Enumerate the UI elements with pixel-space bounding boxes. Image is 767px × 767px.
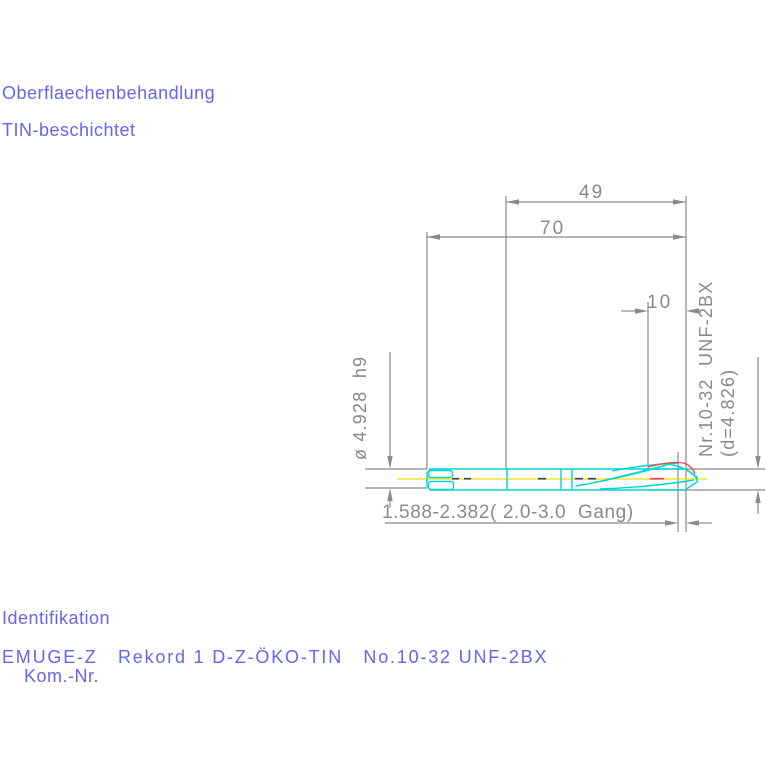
dim-label-shank-diameter: ø 4.928 h9 [350, 355, 370, 460]
surface-treatment-value: TIN-beschichtet [2, 120, 136, 140]
dim-label-49: 49 [579, 182, 605, 203]
dim-label-thread-designation: Nr.10-32 UNF-2BX [696, 280, 716, 457]
dim-label-10: 10 [647, 292, 673, 313]
identification-kom-nr: Kom.-Nr. [24, 666, 100, 686]
dimension-line-70 [427, 234, 686, 240]
dim-label-pitch-range: 1.588-2.382( 2.0-3.0 Gang) [382, 502, 634, 523]
identification-line1: EMUGE-Z Rekord 1 D-Z-ÖKO-TIN No.10-32 UN… [2, 647, 549, 667]
dimension-line-49 [506, 199, 686, 205]
surface-treatment-label: Oberflaechenbehandlung [2, 83, 216, 103]
thread-chamfer-red-arc [647, 461, 696, 475]
dim-label-70: 70 [540, 218, 566, 239]
dim-label-pitch-diameter: (d=4.826) [718, 368, 738, 457]
identification-label: Identifikation [2, 608, 111, 628]
dimension-line-pitch-dia [755, 357, 761, 514]
extension-lines [365, 196, 765, 532]
dimension-line-pitch [385, 520, 712, 526]
dimension-line-10 [621, 308, 701, 314]
dimension-line-shank-dia [387, 352, 393, 508]
tap-tool-outline [426, 462, 698, 491]
